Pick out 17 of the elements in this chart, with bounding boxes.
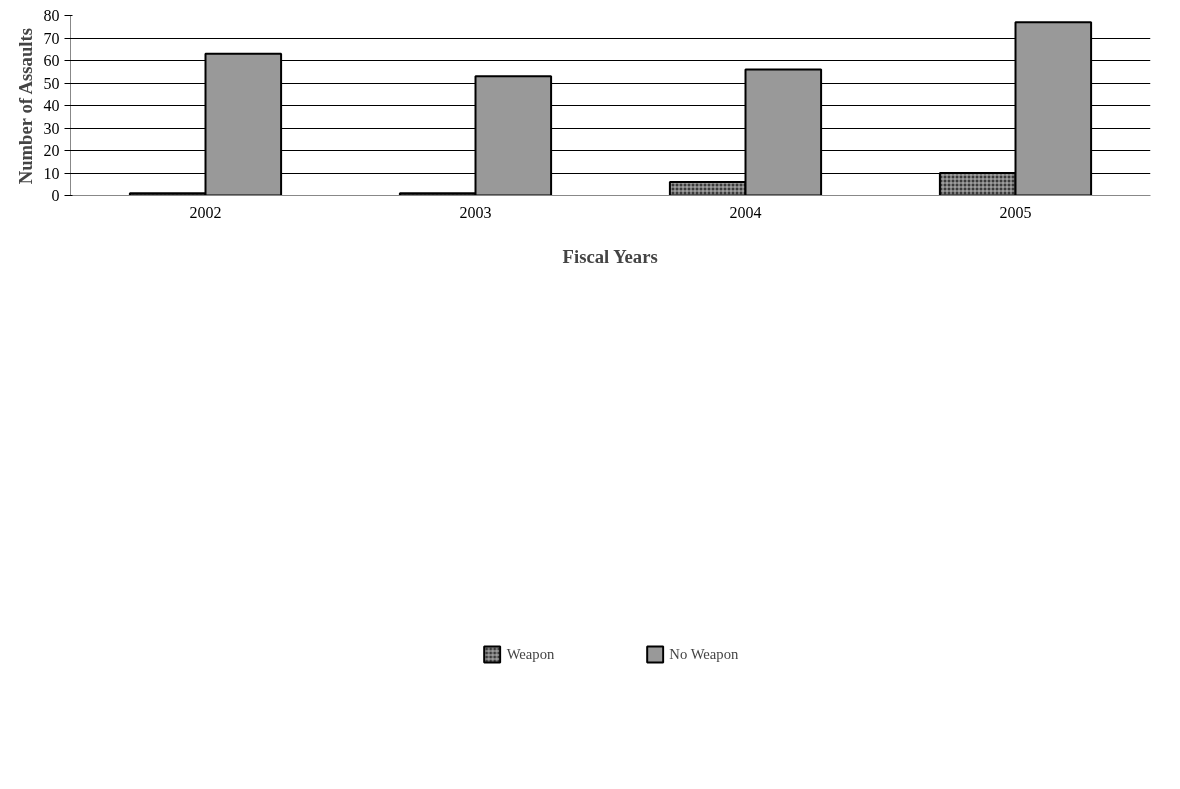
y-tick-label: 30 bbox=[43, 119, 60, 137]
x-axis-title: Fiscal Years bbox=[562, 245, 658, 267]
legend-label: No Weapon bbox=[669, 645, 739, 663]
x-tick-label: 2004 bbox=[729, 203, 762, 221]
y-tick-label: 0 bbox=[51, 187, 60, 204]
x-tick-label: 2003 bbox=[459, 203, 492, 221]
y-tick-label: 20 bbox=[43, 142, 60, 159]
y-tick-label: 50 bbox=[43, 74, 60, 92]
x-tick-label: 2005 bbox=[999, 203, 1032, 221]
y-tick-label: 80 bbox=[43, 7, 60, 24]
y-tick-label: 40 bbox=[43, 97, 60, 114]
y-tick-label: 70 bbox=[43, 29, 60, 47]
y-tick-label: 60 bbox=[43, 52, 60, 69]
y-tick-label: 10 bbox=[43, 164, 60, 182]
legend-label: Weapon bbox=[506, 645, 555, 663]
y-axis-title: Number of Assaults bbox=[14, 28, 36, 185]
x-tick-label: 2002 bbox=[189, 203, 222, 221]
